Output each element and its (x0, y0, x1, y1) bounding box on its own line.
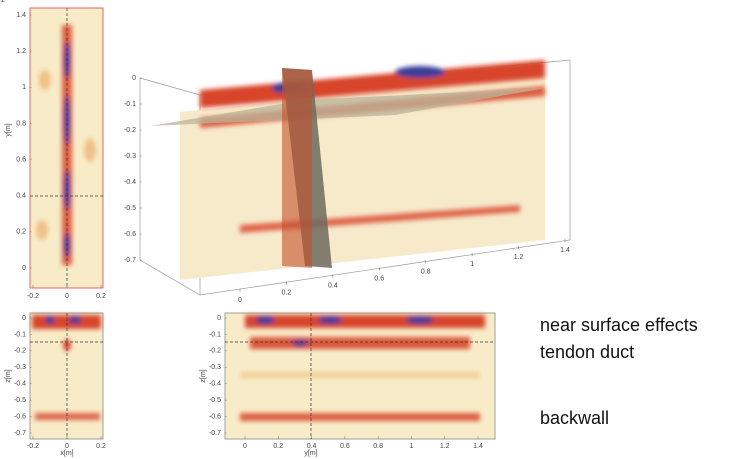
tick-label: 0 (132, 75, 136, 82)
tick-label: 0.4 (307, 443, 317, 450)
tick-label: 0.2 (16, 229, 26, 236)
tick-label: -0.6 (124, 231, 136, 238)
tick-label: 1.4 (16, 12, 26, 19)
tick-label: 0.2 (0, 0, 5, 4)
tick-label: 0 (22, 265, 26, 272)
tick-label: 0 (22, 315, 26, 322)
tick-label: -0.2 (14, 348, 26, 355)
tick-label: -0.5 (209, 397, 221, 404)
axis-label: y[m] (5, 123, 12, 136)
tick-label: 0.8 (373, 443, 383, 450)
annotation: tendon duct (540, 342, 634, 362)
tick-label: 0.2 (96, 293, 106, 300)
axis-label: z[m] (200, 369, 207, 382)
tick-label: -0.3 (14, 364, 26, 371)
tick-label: 1 (22, 84, 26, 91)
tick-label: -0.7 (124, 257, 136, 264)
tick-label: 1.4 (560, 247, 570, 254)
tick-label: 0.8 (421, 268, 431, 275)
annotation: backwall (540, 408, 609, 428)
tick-label: -0.6 (14, 413, 26, 420)
front-view-image (29, 312, 104, 440)
tick-label: -0.7 (14, 430, 26, 437)
tick-label: -0.2 (27, 443, 39, 450)
axis-label: y[m] (304, 450, 317, 457)
tick-label: -0.2 (209, 348, 221, 355)
tick-label: 1.2 (440, 443, 450, 450)
plan-view-image (29, 7, 104, 289)
tick-label: 1.4 (473, 443, 483, 450)
tick-label: 0 (65, 443, 69, 450)
axis-label: x[m] (60, 450, 73, 457)
tick-label: -0.2 (27, 293, 39, 300)
tick-label: 1 (470, 261, 474, 268)
tick-label: 1.2 (16, 48, 26, 55)
tick-label: -0.5 (14, 397, 26, 404)
tick-label: -0.6 (209, 413, 221, 420)
tick-label: -0.1 (209, 331, 221, 338)
tick-label: 0.4 (328, 283, 338, 290)
tick-label: 0.6 (16, 156, 26, 163)
tick-label: 0.4 (16, 193, 26, 200)
tick-label: 0 (217, 315, 221, 322)
axis-label: z[m] (5, 369, 12, 382)
tick-label: -0.3 (209, 364, 221, 371)
tick-label: 0 (238, 297, 242, 304)
tick-label: -0.4 (14, 381, 26, 388)
annotation: near surface effects (540, 315, 698, 335)
tick-label: -0.4 (209, 381, 221, 388)
tick-label: -0.1 (124, 101, 136, 108)
tick-label: 0.2 (282, 290, 292, 297)
volume-view-image (139, 59, 571, 296)
tick-label: -0.7 (209, 430, 221, 437)
tick-label: 0.6 (374, 275, 384, 282)
tick-label: 0.2 (273, 443, 283, 450)
tick-label: -0.5 (124, 205, 136, 212)
tick-label: -0.2 (124, 127, 136, 134)
tick-label: 0.6 (340, 443, 350, 450)
tick-label: -0.1 (14, 331, 26, 338)
tick-label: -0.4 (124, 179, 136, 186)
tick-label: 0 (65, 293, 69, 300)
tick-label: 1 (409, 443, 413, 450)
tick-label: 0 (243, 443, 247, 450)
tick-label: 1.2 (514, 254, 524, 261)
side-view-image (224, 312, 496, 440)
tick-label: -0.3 (124, 153, 136, 160)
tick-label: 0.2 (96, 443, 106, 450)
tick-label: 0.8 (16, 120, 26, 127)
